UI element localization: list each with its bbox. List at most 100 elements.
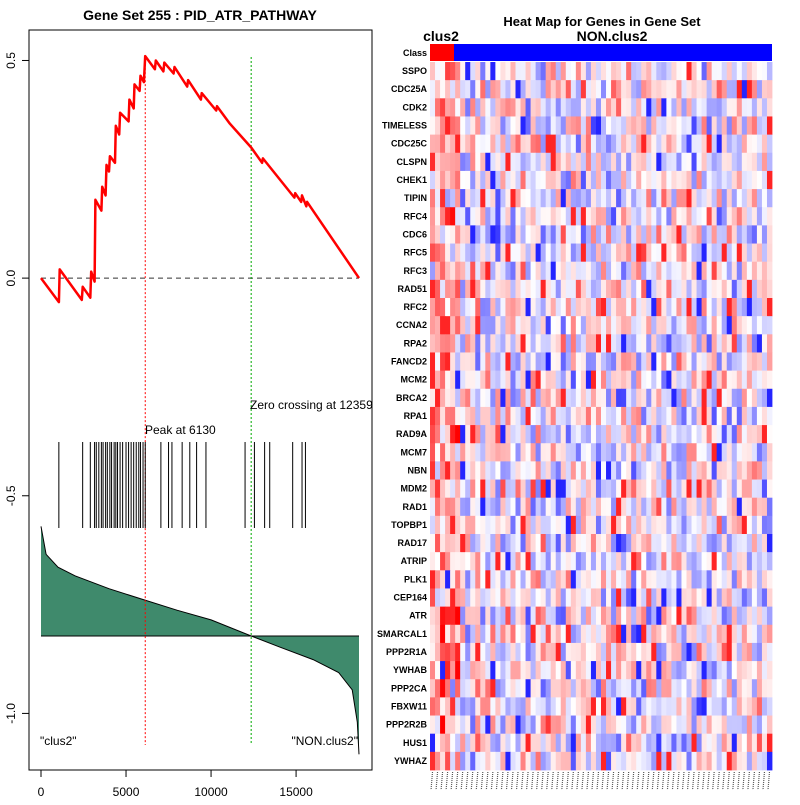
heatmap-cell xyxy=(430,751,436,771)
heatmap-cell xyxy=(706,733,713,753)
heatmap-cell xyxy=(590,334,597,353)
heatmap-cell xyxy=(465,661,471,680)
heatmap-cell xyxy=(570,261,577,281)
sample-label xyxy=(717,771,720,791)
heatmap-cell xyxy=(550,388,557,408)
sample-label xyxy=(686,771,690,791)
heatmap-cell xyxy=(731,479,738,499)
heatmap-cell xyxy=(555,606,562,626)
heatmap-cell xyxy=(696,534,702,553)
heatmap-cell xyxy=(651,642,657,662)
heatmap-cell xyxy=(681,479,687,499)
heatmap-cell xyxy=(666,552,672,571)
heatmap-cell xyxy=(435,370,441,390)
heatmap-cell xyxy=(766,406,773,426)
heatmap-cell xyxy=(626,679,632,698)
heatmap-cell xyxy=(736,116,743,136)
heatmap-cell xyxy=(440,606,446,626)
heatmap-cell xyxy=(455,116,461,136)
heatmap-cell xyxy=(621,443,627,462)
gene-label: FBXW11 xyxy=(391,702,427,712)
heatmap-cell xyxy=(741,170,748,190)
heatmap-cell xyxy=(611,443,617,462)
heatmap-cell xyxy=(601,334,607,353)
heatmap-cell xyxy=(495,733,501,753)
heatmap-cell xyxy=(520,152,526,172)
heatmap-cell xyxy=(721,751,728,771)
heatmap-cell xyxy=(540,261,547,281)
heatmap-cell xyxy=(746,642,753,662)
heatmap-cell xyxy=(545,62,552,81)
heatmap-cell xyxy=(641,189,647,208)
heatmap-cell xyxy=(626,588,632,608)
heatmap-cell xyxy=(435,624,441,644)
heatmap-cell xyxy=(535,98,542,117)
heatmap-cell xyxy=(535,370,542,390)
heatmap-cell xyxy=(465,733,471,753)
heatmap-cell xyxy=(621,225,627,244)
heatmap-cell xyxy=(746,261,753,281)
heatmap-cell xyxy=(450,733,456,753)
y-tick-label: 0.5 xyxy=(4,52,18,69)
heatmap-cell xyxy=(440,679,446,698)
heatmap-cell xyxy=(465,152,471,172)
heatmap-cell xyxy=(731,443,738,462)
heatmap-cell xyxy=(661,515,667,535)
sample-label xyxy=(707,771,710,791)
heatmap-cell xyxy=(636,207,642,226)
heatmap-cell xyxy=(460,243,466,263)
heatmap-cell xyxy=(470,116,476,136)
heatmap-cell xyxy=(580,134,587,154)
heatmap-cell xyxy=(535,116,542,136)
heatmap-cell xyxy=(590,279,597,299)
heatmap-cell xyxy=(746,98,753,117)
heatmap-cell xyxy=(641,661,647,680)
heatmap-cell xyxy=(721,679,728,698)
heatmap-cell xyxy=(520,697,526,716)
heatmap-cell xyxy=(505,334,511,353)
heatmap-cell xyxy=(661,425,667,444)
heatmap-cell xyxy=(671,661,677,680)
heatmap-cell xyxy=(490,316,496,335)
heatmap-cell xyxy=(671,207,677,226)
heatmap-cell xyxy=(761,62,768,81)
heatmap-cell xyxy=(766,316,773,335)
heatmap-cell xyxy=(616,661,622,680)
heatmap-cell xyxy=(611,679,617,698)
heatmap-cell xyxy=(681,279,687,299)
heatmap-cell xyxy=(590,152,597,172)
heatmap-cell xyxy=(530,661,537,680)
heatmap-cell xyxy=(555,715,562,735)
heatmap-cell xyxy=(585,207,592,226)
heatmap-cell xyxy=(475,388,481,408)
heatmap-cell xyxy=(756,170,763,190)
heatmap-cell xyxy=(656,479,662,499)
heatmap-cell xyxy=(450,352,456,372)
heatmap-cell xyxy=(440,80,446,99)
heatmap-cell xyxy=(500,733,506,753)
heatmap-cell xyxy=(651,461,657,480)
heatmap-cell xyxy=(445,606,451,626)
heatmap-cell xyxy=(726,751,733,771)
heatmap-cell xyxy=(595,388,602,408)
heatmap-cell xyxy=(671,515,677,535)
heatmap-cell xyxy=(480,316,486,335)
heatmap-cell xyxy=(480,661,486,680)
heatmap-cell xyxy=(500,461,506,480)
heatmap-cell xyxy=(706,697,713,716)
heatmap-cell xyxy=(636,679,642,698)
heatmap-cell xyxy=(661,116,667,136)
heatmap-cell xyxy=(570,642,577,662)
heatmap-cell xyxy=(696,243,702,263)
heatmap-cell xyxy=(601,62,607,81)
heatmap-cell xyxy=(631,243,637,263)
heatmap-cell xyxy=(510,570,516,589)
heatmap-cell xyxy=(696,642,702,662)
heatmap-cell xyxy=(606,733,612,753)
heatmap-cell xyxy=(475,98,481,117)
heatmap-cell xyxy=(545,334,552,353)
heatmap-cell xyxy=(696,425,702,444)
heatmap-cell xyxy=(726,134,733,154)
heatmap-cell xyxy=(681,298,687,317)
y-tick-label: -0.5 xyxy=(4,485,18,506)
